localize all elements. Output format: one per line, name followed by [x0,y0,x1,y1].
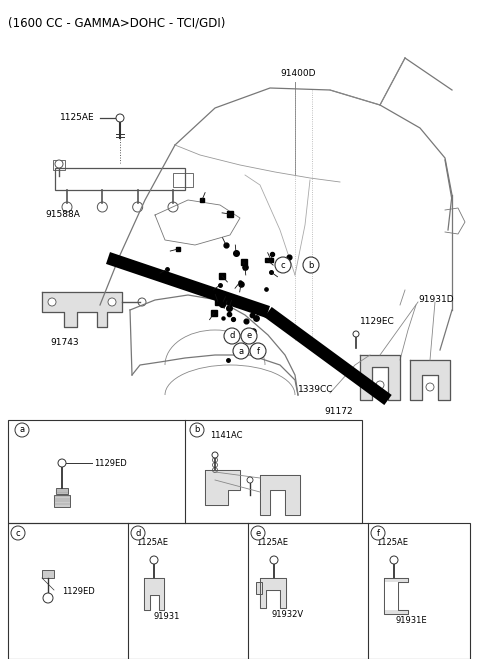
Circle shape [150,556,158,564]
Text: 91932V: 91932V [272,610,304,619]
Text: a: a [239,347,243,355]
Text: b: b [194,426,200,434]
Bar [54,495,70,507]
Text: d: d [229,331,235,341]
Circle shape [390,556,398,564]
Bar [384,582,398,610]
Text: d: d [135,529,141,538]
Polygon shape [205,470,240,505]
Circle shape [212,452,218,458]
Circle shape [11,526,25,540]
Polygon shape [360,355,400,400]
Polygon shape [144,578,164,610]
Text: 91743: 91743 [50,338,79,347]
Text: e: e [255,529,261,538]
Circle shape [250,343,266,359]
Text: c: c [16,529,20,538]
Circle shape [270,556,278,564]
Text: 1125AE: 1125AE [256,538,288,547]
Bar [8,420,362,523]
Circle shape [116,114,124,122]
Circle shape [371,526,385,540]
Polygon shape [260,578,286,608]
Text: 1125AE: 1125AE [136,538,168,547]
Bar [173,173,193,187]
Bar [256,582,262,594]
Circle shape [376,381,384,389]
Text: e: e [246,331,252,341]
Circle shape [303,257,319,273]
Text: 1141AC: 1141AC [210,431,242,440]
Circle shape [247,477,253,483]
Bar [55,168,185,190]
Polygon shape [384,578,408,614]
Text: b: b [308,260,314,270]
Text: 1125AE: 1125AE [60,113,95,121]
Text: 91588A: 91588A [45,210,80,219]
Text: f: f [256,347,260,355]
Circle shape [241,328,257,344]
Text: 91931D: 91931D [418,295,454,304]
Text: 91931E: 91931E [396,616,428,625]
Polygon shape [42,292,122,327]
Polygon shape [410,360,450,400]
Text: f: f [376,529,380,538]
Text: 1129ED: 1129ED [62,588,95,596]
Circle shape [131,526,145,540]
Bar [8,523,470,659]
Circle shape [426,383,434,391]
Text: 1129ED: 1129ED [94,459,127,467]
Text: 1125AE: 1125AE [376,538,408,547]
Text: 1129EC: 1129EC [360,318,395,326]
Circle shape [275,257,291,273]
Text: c: c [281,260,285,270]
Text: 91172: 91172 [324,407,353,416]
Text: a: a [19,426,24,434]
Bar [56,488,68,494]
Circle shape [55,160,63,168]
Circle shape [108,298,116,306]
Text: 91400D: 91400D [280,69,315,78]
Bar [53,160,65,170]
Text: 91931: 91931 [154,612,180,621]
Circle shape [58,459,66,467]
Text: (1600 CC - GAMMA>DOHC - TCI/GDI): (1600 CC - GAMMA>DOHC - TCI/GDI) [8,16,226,29]
Text: 1339CC: 1339CC [298,386,334,395]
Circle shape [15,423,29,437]
Circle shape [224,328,240,344]
Circle shape [233,343,249,359]
Polygon shape [260,475,300,515]
Circle shape [43,593,53,603]
Circle shape [190,423,204,437]
Circle shape [353,331,359,337]
Bar [42,570,54,578]
Circle shape [48,298,56,306]
Circle shape [251,526,265,540]
